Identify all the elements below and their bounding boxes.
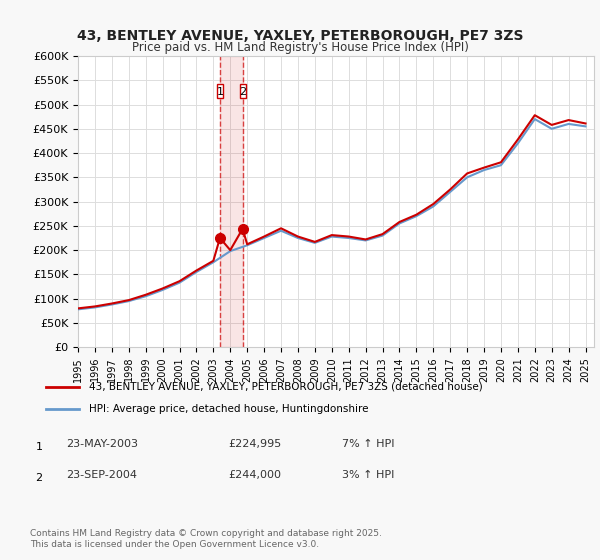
- Text: 23-SEP-2004: 23-SEP-2004: [66, 470, 137, 479]
- Text: 7% ↑ HPI: 7% ↑ HPI: [342, 439, 395, 449]
- Text: 2: 2: [239, 87, 246, 96]
- Text: 2: 2: [35, 473, 43, 483]
- Text: HPI: Average price, detached house, Huntingdonshire: HPI: Average price, detached house, Hunt…: [89, 404, 369, 414]
- Text: 43, BENTLEY AVENUE, YAXLEY, PETERBOROUGH, PE7 3ZS: 43, BENTLEY AVENUE, YAXLEY, PETERBOROUGH…: [77, 29, 523, 44]
- Text: £244,000: £244,000: [228, 470, 281, 479]
- FancyBboxPatch shape: [239, 83, 245, 98]
- Text: 1: 1: [217, 87, 223, 96]
- Text: 43, BENTLEY AVENUE, YAXLEY, PETERBOROUGH, PE7 3ZS (detached house): 43, BENTLEY AVENUE, YAXLEY, PETERBOROUGH…: [89, 381, 483, 391]
- Text: Contains HM Land Registry data © Crown copyright and database right 2025.
This d: Contains HM Land Registry data © Crown c…: [30, 529, 382, 549]
- FancyBboxPatch shape: [217, 83, 223, 98]
- Text: 23-MAY-2003: 23-MAY-2003: [66, 439, 138, 449]
- Text: 1: 1: [35, 442, 43, 452]
- Text: £224,995: £224,995: [228, 439, 281, 449]
- Text: 3% ↑ HPI: 3% ↑ HPI: [342, 470, 394, 479]
- Bar: [220, 56, 242, 347]
- Text: Price paid vs. HM Land Registry's House Price Index (HPI): Price paid vs. HM Land Registry's House …: [131, 41, 469, 54]
